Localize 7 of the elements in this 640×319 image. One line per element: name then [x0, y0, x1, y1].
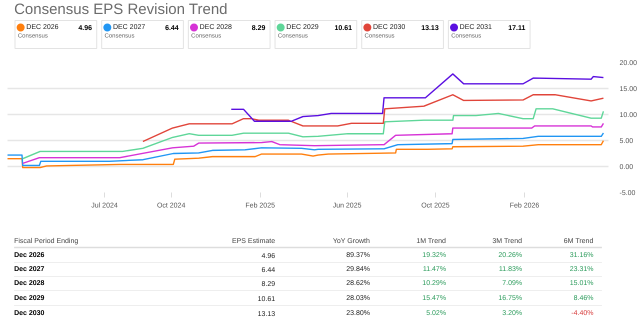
line-series	[8, 132, 604, 166]
line-series	[22, 122, 604, 164]
chart-title: Consensus EPS Revision Trend	[14, 1, 228, 18]
line-series	[8, 140, 604, 168]
line-series	[142, 94, 604, 142]
line-series	[230, 73, 604, 122]
line-series	[22, 108, 604, 160]
